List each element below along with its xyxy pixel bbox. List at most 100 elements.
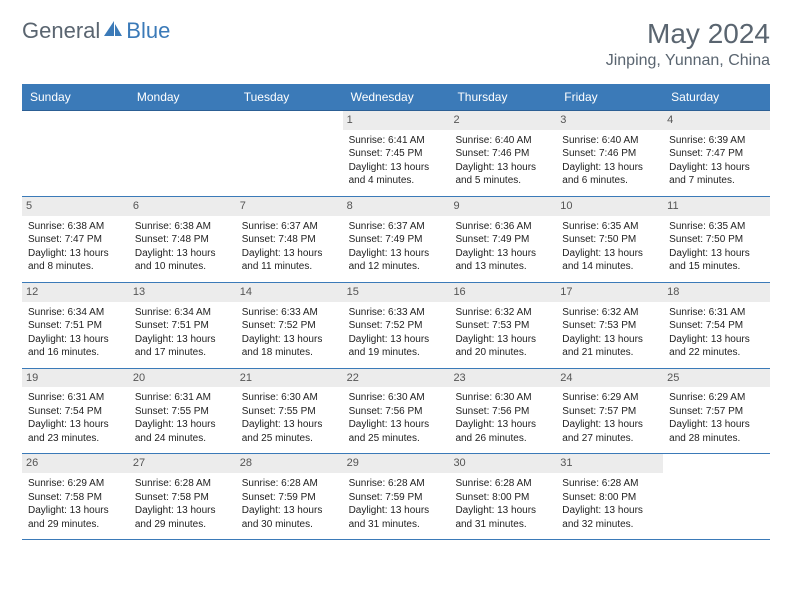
calendar-day-cell: 30Sunrise: 6:28 AMSunset: 8:00 PMDayligh…	[449, 454, 556, 539]
daylight-text: Daylight: 13 hours and 14 minutes.	[562, 247, 657, 274]
sunset-text: Sunset: 7:56 PM	[349, 405, 444, 419]
sunset-text: Sunset: 7:47 PM	[669, 147, 764, 161]
sunrise-text: Sunrise: 6:38 AM	[28, 220, 123, 234]
sunrise-text: Sunrise: 6:41 AM	[349, 134, 444, 148]
sunset-text: Sunset: 7:59 PM	[349, 491, 444, 505]
sunrise-text: Sunrise: 6:33 AM	[242, 306, 337, 320]
daylight-text: Daylight: 13 hours and 5 minutes.	[455, 161, 550, 188]
calendar-day-cell: 22Sunrise: 6:30 AMSunset: 7:56 PMDayligh…	[343, 369, 450, 454]
day-number: 6	[129, 197, 236, 216]
calendar-day-cell: 11Sunrise: 6:35 AMSunset: 7:50 PMDayligh…	[663, 197, 770, 282]
day-number: 23	[449, 369, 556, 388]
day-number: 4	[663, 111, 770, 130]
sunrise-text: Sunrise: 6:37 AM	[349, 220, 444, 234]
calendar-day-cell: 1Sunrise: 6:41 AMSunset: 7:45 PMDaylight…	[343, 111, 450, 196]
day-number: 30	[449, 454, 556, 473]
day-number: 20	[129, 369, 236, 388]
sunrise-text: Sunrise: 6:28 AM	[349, 477, 444, 491]
sunrise-text: Sunrise: 6:31 AM	[135, 391, 230, 405]
sunrise-text: Sunrise: 6:34 AM	[135, 306, 230, 320]
sunrise-text: Sunrise: 6:32 AM	[562, 306, 657, 320]
day-number: 27	[129, 454, 236, 473]
daylight-text: Daylight: 13 hours and 30 minutes.	[242, 504, 337, 531]
daylight-text: Daylight: 13 hours and 15 minutes.	[669, 247, 764, 274]
calendar-day-cell: 23Sunrise: 6:30 AMSunset: 7:56 PMDayligh…	[449, 369, 556, 454]
sunset-text: Sunset: 7:55 PM	[135, 405, 230, 419]
daylight-text: Daylight: 13 hours and 29 minutes.	[28, 504, 123, 531]
calendar-day-cell: 24Sunrise: 6:29 AMSunset: 7:57 PMDayligh…	[556, 369, 663, 454]
sunset-text: Sunset: 7:56 PM	[455, 405, 550, 419]
calendar-week-row: 19Sunrise: 6:31 AMSunset: 7:54 PMDayligh…	[22, 369, 770, 455]
day-number: 15	[343, 283, 450, 302]
sunset-text: Sunset: 7:49 PM	[455, 233, 550, 247]
day-number: 14	[236, 283, 343, 302]
day-header-wednesday: Wednesday	[343, 84, 450, 110]
day-number: 31	[556, 454, 663, 473]
page-header: General Blue May 2024 Jinping, Yunnan, C…	[22, 18, 770, 70]
calendar-day-cell: 18Sunrise: 6:31 AMSunset: 7:54 PMDayligh…	[663, 283, 770, 368]
sunrise-text: Sunrise: 6:29 AM	[28, 477, 123, 491]
title-block: May 2024 Jinping, Yunnan, China	[606, 18, 770, 70]
day-number: 10	[556, 197, 663, 216]
calendar-day-cell: 2Sunrise: 6:40 AMSunset: 7:46 PMDaylight…	[449, 111, 556, 196]
day-number: 1	[343, 111, 450, 130]
calendar-day-cell: 21Sunrise: 6:30 AMSunset: 7:55 PMDayligh…	[236, 369, 343, 454]
calendar-day-cell: 17Sunrise: 6:32 AMSunset: 7:53 PMDayligh…	[556, 283, 663, 368]
calendar-day-cell: 20 Sunrise: 6:31 AMSunset: 7:55 PMDayligh…	[129, 369, 236, 454]
day-header-thursday: Thursday	[449, 84, 556, 110]
sunrise-text: Sunrise: 6:36 AM	[455, 220, 550, 234]
daylight-text: Daylight: 13 hours and 25 minutes.	[242, 418, 337, 445]
day-number: 22	[343, 369, 450, 388]
sunset-text: Sunset: 7:46 PM	[455, 147, 550, 161]
calendar-grid: SundayMondayTuesdayWednesdayThursdayFrid…	[22, 84, 770, 540]
sunset-text: Sunset: 7:58 PM	[28, 491, 123, 505]
sunset-text: Sunset: 7:53 PM	[562, 319, 657, 333]
sunrise-text: Sunrise: 6:31 AM	[669, 306, 764, 320]
page-title: May 2024	[606, 18, 770, 50]
calendar-day-cell: 27Sunrise: 6:28 AMSunset: 7:58 PMDayligh…	[129, 454, 236, 539]
daylight-text: Daylight: 13 hours and 25 minutes.	[349, 418, 444, 445]
calendar-page: General Blue May 2024 Jinping, Yunnan, C…	[0, 0, 792, 558]
day-number: 11	[663, 197, 770, 216]
day-header-sunday: Sunday	[22, 84, 129, 110]
sunset-text: Sunset: 7:58 PM	[135, 491, 230, 505]
day-header-friday: Friday	[556, 84, 663, 110]
calendar-day-cell: 26 Sunrise: 6:29 AMSunset: 7:58 PMDayligh…	[22, 454, 129, 539]
daylight-text: Daylight: 13 hours and 11 minutes.	[242, 247, 337, 274]
calendar-empty-cell	[129, 111, 236, 196]
sunset-text: Sunset: 7:48 PM	[242, 233, 337, 247]
sunrise-text: Sunrise: 6:33 AM	[349, 306, 444, 320]
sunrise-text: Sunrise: 6:29 AM	[562, 391, 657, 405]
calendar-empty-cell	[22, 111, 129, 196]
day-number: 26	[22, 454, 129, 473]
sunrise-text: Sunrise: 6:32 AM	[455, 306, 550, 320]
sunset-text: Sunset: 8:00 PM	[562, 491, 657, 505]
sunset-text: Sunset: 7:57 PM	[669, 405, 764, 419]
daylight-text: Daylight: 13 hours and 32 minutes.	[562, 504, 657, 531]
calendar-empty-cell	[663, 454, 770, 539]
sunset-text: Sunset: 7:46 PM	[562, 147, 657, 161]
day-number: 8	[343, 197, 450, 216]
daylight-text: Daylight: 13 hours and 22 minutes.	[669, 333, 764, 360]
sunrise-text: Sunrise: 6:40 AM	[455, 134, 550, 148]
calendar-day-cell: 9Sunrise: 6:36 AMSunset: 7:49 PMDaylight…	[449, 197, 556, 282]
sunrise-text: Sunrise: 6:39 AM	[669, 134, 764, 148]
sunrise-text: Sunrise: 6:30 AM	[242, 391, 337, 405]
calendar-day-cell: 13Sunrise: 6:34 AMSunset: 7:51 PMDayligh…	[129, 283, 236, 368]
sunset-text: Sunset: 7:48 PM	[135, 233, 230, 247]
day-number: 28	[236, 454, 343, 473]
daylight-text: Daylight: 13 hours and 24 minutes.	[135, 418, 230, 445]
day-number: 12	[22, 283, 129, 302]
logo-text-general: General	[22, 18, 100, 44]
calendar-day-cell: 5Sunrise: 6:38 AMSunset: 7:47 PMDaylight…	[22, 197, 129, 282]
daylight-text: Daylight: 13 hours and 19 minutes.	[349, 333, 444, 360]
daylight-text: Daylight: 13 hours and 27 minutes.	[562, 418, 657, 445]
daylight-text: Daylight: 13 hours and 10 minutes.	[135, 247, 230, 274]
sunset-text: Sunset: 7:52 PM	[349, 319, 444, 333]
daylight-text: Daylight: 13 hours and 29 minutes.	[135, 504, 230, 531]
calendar-day-cell: 31Sunrise: 6:28 AMSunset: 8:00 PMDayligh…	[556, 454, 663, 539]
sunset-text: Sunset: 7:50 PM	[562, 233, 657, 247]
daylight-text: Daylight: 13 hours and 6 minutes.	[562, 161, 657, 188]
sunrise-text: Sunrise: 6:31 AM	[28, 391, 123, 405]
sunrise-text: Sunrise: 6:38 AM	[135, 220, 230, 234]
